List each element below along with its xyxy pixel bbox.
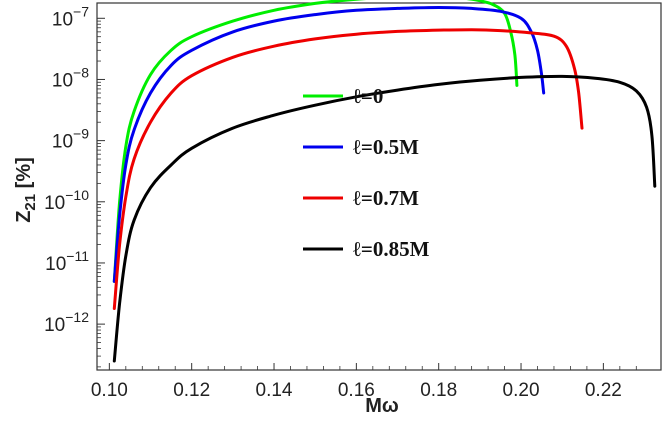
x-tick-label: 0.16 (338, 380, 375, 401)
series-line (112, 74, 657, 363)
y-axis-title-main: Z (13, 211, 35, 223)
series-line (112, 0, 519, 283)
y-axis-title: Z21 [%] (13, 157, 39, 223)
legend-label: ℓ=0 (353, 84, 383, 108)
y-tick-label: 10−8 (52, 64, 89, 91)
x-axis-ticks: 0.10 0.12 0.14 0.16 0.18 0.20 0.22 (91, 363, 637, 401)
legend-label: ℓ=0.7M (353, 186, 419, 210)
y-tick-label: 10−11 (45, 248, 89, 275)
legend: ℓ=0 ℓ=0.5M ℓ=0.7M ℓ=0.85M (303, 84, 430, 261)
x-tick-label: 0.14 (256, 380, 293, 401)
series-layer (112, 0, 657, 363)
y-tick-label: 10−10 (44, 187, 89, 214)
y-tick-label: 10−9 (52, 126, 89, 153)
x-tick-label: 0.18 (420, 380, 457, 401)
y-tick-label: 10−12 (44, 309, 89, 336)
y-axis-title-sub: 21 (22, 194, 39, 211)
plot-frame (96, 2, 662, 371)
series-line (112, 28, 584, 310)
series-line (112, 6, 546, 283)
y-axis-title-unit: [%] (13, 157, 35, 194)
legend-label: ℓ=0.5M (353, 135, 419, 159)
x-tick-label: 0.22 (585, 380, 622, 401)
y-axis-ticks: 10−12 10−11 10−10 10−9 10−8 10−7 (44, 3, 105, 368)
y-tick-label: 10−7 (52, 3, 89, 30)
x-axis-title: Mω (365, 395, 399, 417)
x-tick-label: 0.10 (91, 380, 128, 401)
legend-label: ℓ=0.85M (353, 237, 430, 261)
x-tick-label: 0.12 (173, 380, 210, 401)
x-tick-label: 0.20 (503, 380, 540, 401)
